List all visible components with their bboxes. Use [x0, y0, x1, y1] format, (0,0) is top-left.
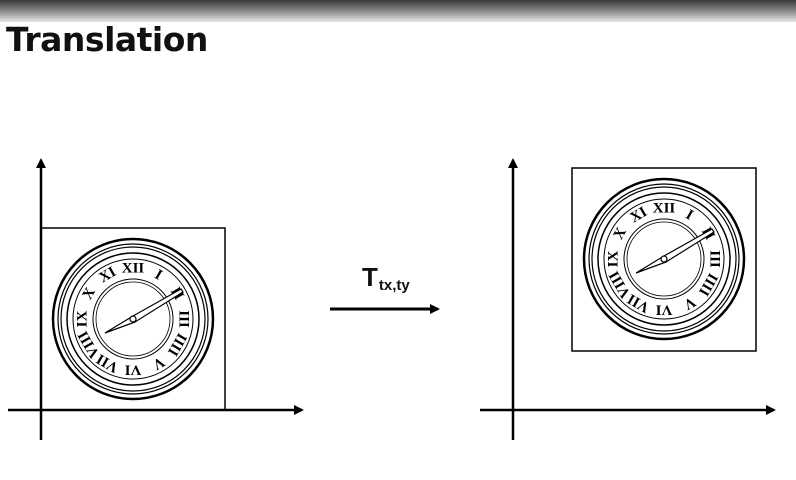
clock-original: XIIIIIIIIIIIIVVIVIIVIIIIXXXI [51, 237, 215, 401]
clock-ring [66, 252, 200, 386]
clock-ring [57, 243, 209, 395]
transform-subscript: tx,ty [378, 277, 410, 294]
clock-center [660, 255, 668, 263]
slide-title: Translation [6, 20, 208, 59]
clock-numeral: IX [74, 310, 90, 327]
clock-numeral: VI [125, 362, 142, 378]
clock-numeral: III [707, 250, 723, 268]
clock-numeral: IIII [164, 330, 190, 358]
clock-numeral: V [149, 353, 167, 372]
clock-numeral: IX [605, 250, 621, 267]
clock-ring [51, 237, 215, 401]
clock-numeral: X [611, 225, 630, 243]
clock-ring [588, 183, 740, 335]
clock-numeral: V [680, 293, 698, 312]
transform-symbol: T [362, 262, 378, 292]
clock-ring [60, 246, 206, 392]
clock-ring [603, 198, 725, 320]
clock-ring [582, 177, 746, 341]
clock-center [129, 315, 137, 323]
left-axes [8, 158, 304, 440]
clock-ring [72, 258, 194, 380]
clock-ring [626, 221, 702, 297]
clock-minute-hand [663, 228, 715, 263]
original-image: XIIIIIIIIIIIIVVIVIIVIIIIXXXI [40, 227, 226, 411]
clock-ring [92, 278, 174, 360]
clock-ring [597, 192, 731, 326]
clock-translated: XIIIIIIIIIIIIVVIVIIVIIIIXXXI [582, 177, 746, 341]
right-axes [480, 158, 776, 440]
clock-minute-hand [132, 288, 184, 323]
clock-ring [95, 281, 171, 357]
clock-numeral: III [176, 310, 192, 328]
translated-image: XIIIIIIIIIIIIVVIVIIVIIIIXXXI [571, 167, 757, 352]
clock-numeral: I [683, 207, 696, 224]
clock-numeral: X [80, 285, 99, 303]
original-frame [40, 227, 226, 411]
transform-label: Ttx,ty [362, 262, 410, 294]
clock-numeral: XI [96, 264, 119, 286]
clock-numeral: I [152, 267, 165, 284]
clock-numeral: XI [627, 204, 650, 226]
translated-frame [571, 167, 757, 352]
clock-numeral: XII [653, 200, 676, 216]
clock-numeral: XII [122, 260, 145, 276]
clock-ring [591, 186, 737, 332]
clock-ring [623, 218, 705, 300]
top-banner [0, 0, 796, 22]
clock-numeral: VI [656, 302, 673, 318]
clock-numeral: IIII [695, 270, 721, 298]
